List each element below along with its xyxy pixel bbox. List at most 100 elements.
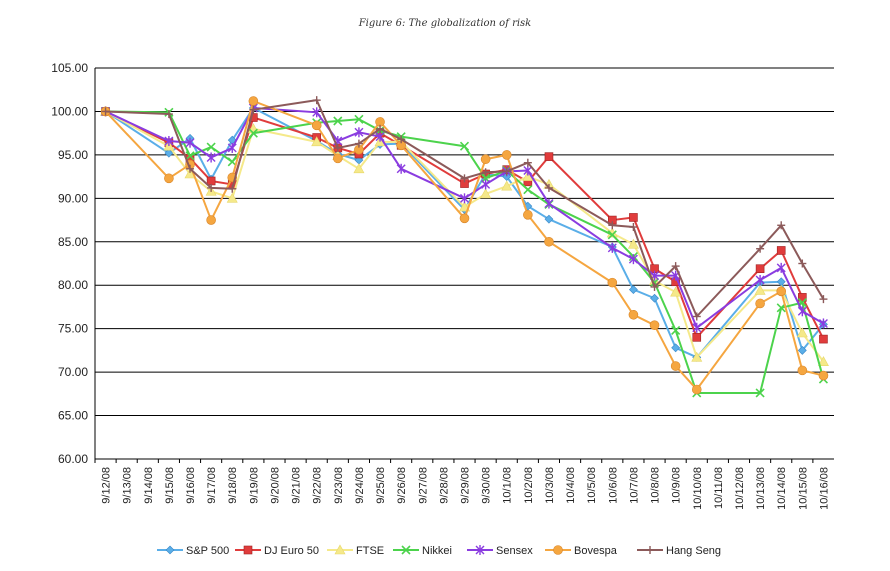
y-tick-label: 75.00 — [58, 322, 88, 336]
data-point — [164, 110, 173, 119]
data-point — [206, 142, 216, 152]
x-tick-label: 9/22/08 — [312, 467, 324, 504]
legend-label: Nikkei — [422, 545, 452, 557]
data-point — [354, 139, 363, 148]
plot-area: 60.00 65.00 70.00 75.00 80.00 85.00 90.00 95.00… — [51, 61, 834, 510]
data-point — [227, 142, 237, 153]
data-point — [333, 143, 342, 152]
x-tick-label: 9/15/08 — [164, 467, 176, 504]
data-point — [502, 167, 511, 176]
data-point — [691, 384, 702, 395]
series-line-nikkei — [105, 110, 825, 394]
y-tick-label: 85.00 — [58, 235, 88, 249]
data-point — [776, 246, 786, 255]
x-tick-label: 9/13/08 — [122, 467, 134, 504]
legend-item-s-p-500: S&P 500 — [157, 545, 229, 557]
data-point — [481, 179, 491, 190]
legend-item-ftse: FTSE — [327, 544, 384, 557]
legend-item-hang-seng: Hang Seng — [637, 545, 721, 557]
data-point — [818, 370, 829, 381]
data-point — [501, 150, 512, 160]
data-point — [777, 221, 786, 230]
data-point — [544, 198, 554, 209]
legend-marker — [646, 546, 654, 554]
y-tick-label: 100.00 — [51, 104, 88, 118]
data-point — [628, 285, 638, 294]
series-hang-seng — [101, 96, 828, 321]
data-point — [629, 213, 638, 222]
y-tick-label: 95.00 — [58, 148, 88, 162]
data-point — [755, 275, 765, 286]
data-point — [691, 351, 703, 362]
x-tick-label: 10/9/08 — [671, 467, 683, 504]
data-point — [354, 114, 364, 124]
legend-label: S&P 500 — [186, 545, 229, 557]
y-tick-label: 105.00 — [51, 61, 88, 75]
data-point — [798, 259, 807, 268]
data-point — [671, 262, 680, 271]
y-tick-label: 60.00 — [58, 452, 88, 466]
data-point — [670, 361, 681, 371]
data-point — [311, 136, 323, 147]
series-dj-euro-50 — [101, 107, 828, 344]
data-point — [185, 137, 195, 148]
data-point — [248, 128, 258, 138]
x-tick-label: 9/29/08 — [460, 467, 472, 504]
data-point — [312, 107, 322, 118]
series-bovespa — [100, 96, 829, 395]
data-point — [459, 213, 470, 224]
data-point — [312, 96, 321, 105]
data-point — [397, 135, 406, 144]
x-tick-label: 10/12/08 — [734, 467, 746, 510]
data-point — [797, 365, 808, 376]
data-point — [819, 295, 828, 304]
x-tick-label: 9/14/08 — [143, 467, 155, 504]
data-point — [501, 180, 513, 191]
data-point — [186, 164, 195, 173]
legend-label: Bovespa — [574, 545, 618, 557]
data-point — [797, 306, 807, 317]
x-tick-label: 10/11/08 — [713, 467, 725, 509]
data-point — [185, 151, 195, 161]
data-point — [756, 244, 765, 253]
data-point — [544, 214, 554, 224]
legend-item-dj-euro-50: DJ Euro 50 — [235, 545, 319, 557]
chart-title: Figure 6: The globalization of risk — [358, 18, 532, 29]
legend-item-bovespa: Bovespa — [545, 545, 618, 557]
legend-label: Hang Seng — [666, 545, 721, 557]
x-tick-label: 10/6/08 — [607, 467, 619, 504]
data-point — [206, 176, 216, 186]
data-point — [207, 183, 216, 192]
series-nikkei — [100, 106, 829, 398]
data-point — [776, 286, 787, 297]
x-tick-label: 9/12/08 — [101, 467, 113, 504]
data-point — [755, 388, 765, 398]
x-tick-label: 10/3/08 — [544, 467, 556, 504]
x-tick-label: 9/20/08 — [269, 467, 281, 504]
data-point — [819, 334, 828, 344]
data-point — [248, 96, 259, 106]
data-point — [480, 154, 491, 165]
data-point — [480, 188, 492, 199]
legend-marker — [165, 545, 175, 555]
legend-marker — [401, 545, 411, 555]
data-point — [671, 343, 681, 353]
x-tick-label: 10/4/08 — [565, 467, 577, 504]
x-tick-label: 10/2/08 — [523, 467, 535, 504]
x-tick-label: 10/16/08 — [818, 467, 830, 510]
x-tick-label: 9/16/08 — [185, 467, 197, 504]
data-point — [523, 185, 533, 195]
data-point — [101, 107, 110, 116]
legend-item-sensex: Sensex — [467, 545, 533, 557]
data-point — [206, 152, 216, 163]
y-tick-label: 90.00 — [58, 191, 88, 205]
data-point — [523, 158, 532, 167]
data-point — [228, 184, 237, 193]
x-tick-label: 10/15/08 — [797, 467, 809, 510]
series-s-p-500 — [101, 103, 828, 362]
data-point — [755, 298, 765, 309]
data-point — [818, 318, 828, 329]
data-point — [670, 286, 682, 297]
x-tick-label: 9/18/08 — [227, 467, 239, 504]
x-tick-label: 9/30/08 — [481, 467, 493, 504]
